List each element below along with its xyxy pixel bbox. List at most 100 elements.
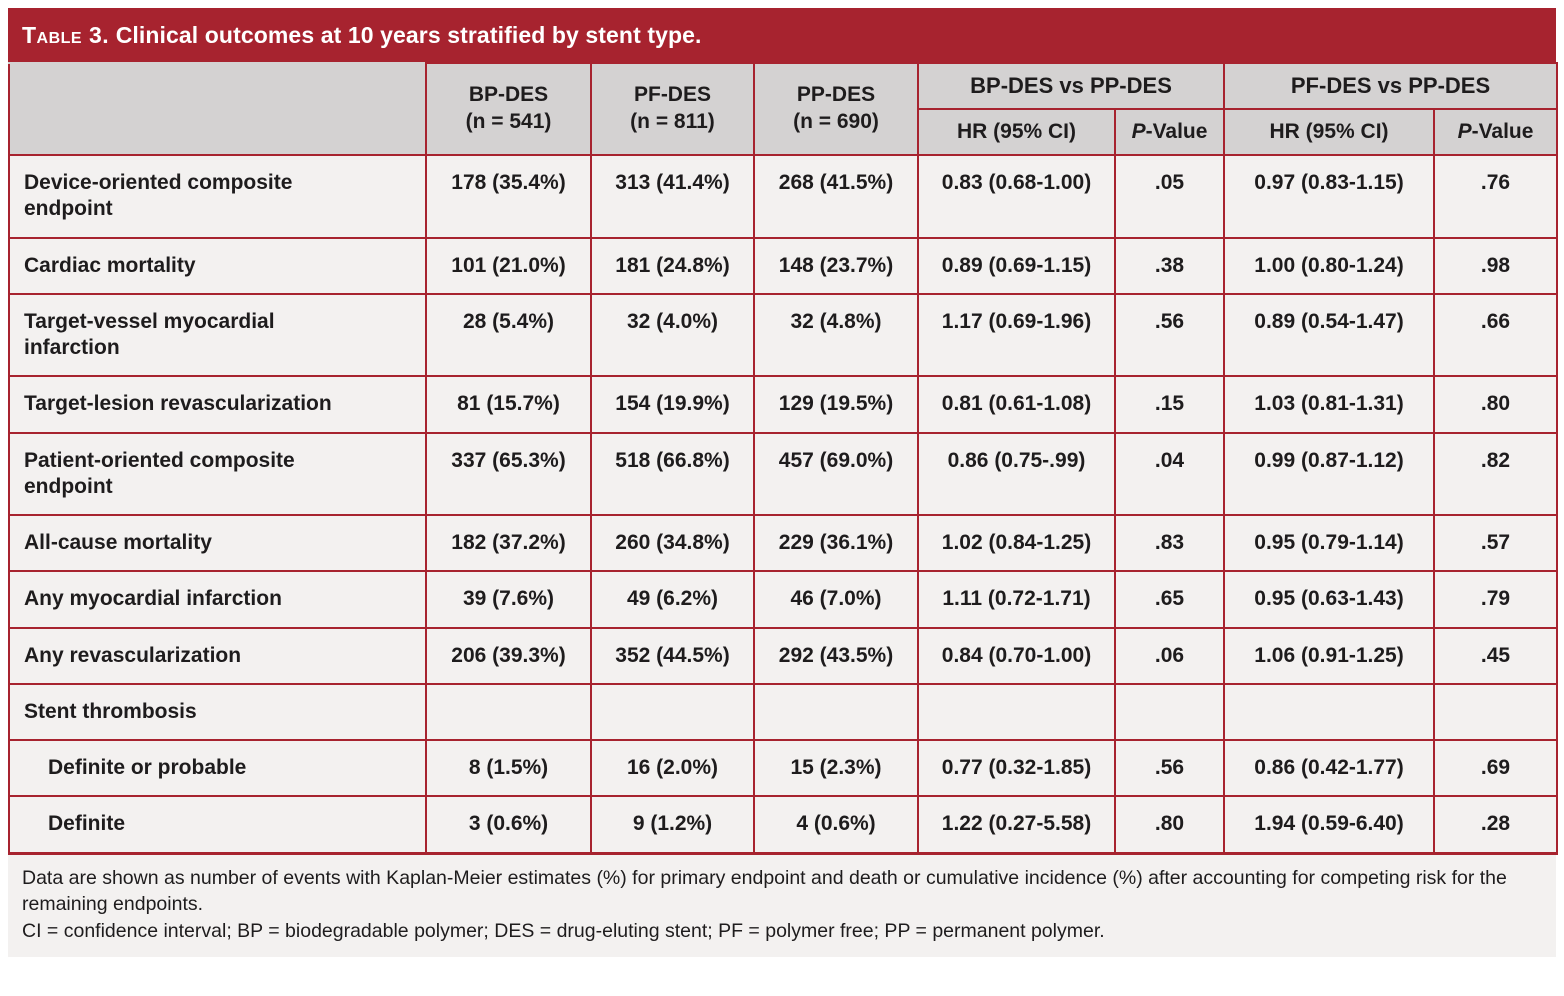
cell-value: .79 (1433, 570, 1559, 629)
cell-value: 0.86 (0.42-1.77) (1223, 738, 1436, 798)
row-label: Stent thrombosis (8, 682, 427, 742)
cell-value: 1.06 (0.91-1.25) (1223, 626, 1436, 685)
cell-value: 101 (21.0%) (425, 236, 592, 295)
cell-value: 39 (7.6%) (425, 570, 592, 629)
column-header-pf-des: PF-DES (n = 811) (590, 62, 755, 156)
row-label: Device-oriented composite endpoint (8, 154, 427, 239)
cell-value: 49 (6.2%) (590, 570, 755, 629)
column-header-n: (n = 541) (465, 110, 552, 133)
table-row: Target-vessel myocardial infarction 28 (5… (8, 292, 1559, 378)
row-label: Definite (8, 795, 427, 854)
cell-value: 0.95 (0.63-1.43) (1223, 570, 1436, 629)
cell-value: 1.94 (0.59-6.40) (1223, 795, 1436, 854)
column-header-label: PP-DES (796, 83, 876, 107)
table-row: Device-oriented composite endpoint 178 (3… (8, 154, 1559, 239)
column-header-label: BP-DES (468, 83, 549, 107)
cell-value: 32 (4.0%) (590, 292, 755, 378)
cell-value: 148 (23.7%) (753, 236, 919, 295)
table-number: Table 3. (22, 22, 110, 48)
cell-value: 313 (41.4%) (590, 154, 755, 239)
row-label: Definite or probable (8, 738, 427, 798)
table-title-bar: Table 3. Clinical outcomes at 10 years s… (8, 8, 1556, 62)
cell-value: 1.00 (0.80-1.24) (1223, 236, 1436, 295)
cell-value: .56 (1113, 738, 1226, 798)
cell-value (917, 682, 1116, 742)
cell-value: 129 (19.5%) (753, 375, 919, 434)
cell-value: 28 (5.4%) (425, 292, 592, 378)
cell-value: .80 (1113, 795, 1226, 854)
cell-value (753, 682, 919, 742)
cell-value: 229 (36.1%) (753, 513, 919, 573)
cell-value: .04 (1113, 431, 1226, 516)
footnote-data-description: Data are shown as number of events with … (22, 866, 1507, 916)
cell-value: 81 (15.7%) (425, 375, 592, 434)
cell-value: .83 (1113, 513, 1226, 573)
cell-value: 181 (24.8%) (590, 236, 755, 295)
cell-value: .65 (1113, 570, 1226, 629)
cell-value: 182 (37.2%) (425, 513, 592, 573)
row-label: Target-lesion revascularization (8, 375, 427, 434)
table-caption: Clinical outcomes at 10 years stratified… (115, 22, 702, 48)
outcomes-table: BP-DES (n = 541) PF-DES (n = 811) PP-DES… (8, 62, 1559, 855)
row-label: Cardiac mortality (8, 236, 427, 295)
column-header-n: (n = 690) (793, 110, 879, 133)
row-label: All-cause mortality (8, 513, 427, 573)
cell-value: .15 (1113, 375, 1226, 434)
cell-value: 268 (41.5%) (753, 154, 919, 239)
cell-value: 178 (35.4%) (425, 154, 592, 239)
cell-value: 32 (4.8%) (753, 292, 919, 378)
cell-value: .98 (1433, 236, 1559, 295)
group-header-bp-vs-pp: BP-DES vs PP-DES (916, 62, 1226, 110)
table-header: BP-DES (n = 541) PF-DES (n = 811) PP-DES… (8, 62, 1559, 156)
cell-value: 206 (39.3%) (425, 626, 592, 685)
cell-value: 0.84 (0.70-1.00) (917, 626, 1116, 685)
cell-value: 9 (1.2%) (590, 795, 755, 854)
column-header-n: (n = 811) (630, 110, 715, 133)
cell-value: .56 (1113, 292, 1226, 378)
cell-value: 1.11 (0.72-1.71) (917, 570, 1116, 629)
cell-value: .82 (1433, 431, 1559, 516)
cell-value: .05 (1113, 154, 1226, 239)
cell-value: .66 (1433, 292, 1559, 378)
cell-value: 3 (0.6%) (425, 795, 592, 854)
table-row: Any myocardial infarction 39 (7.6%) 49 (6.… (8, 570, 1559, 629)
cell-value (1433, 682, 1559, 742)
cell-value: 0.86 (0.75-.99) (917, 431, 1116, 516)
cell-value: 15 (2.3%) (753, 738, 919, 798)
cell-value: 518 (66.8%) (590, 431, 755, 516)
cell-value: 46 (7.0%) (753, 570, 919, 629)
cell-value: 0.97 (0.83-1.15) (1223, 154, 1436, 239)
cell-value: .06 (1113, 626, 1226, 685)
cell-value: .69 (1433, 738, 1559, 798)
table-row: Stent thrombosis (8, 682, 1559, 742)
column-header-label: PF-DES (633, 83, 711, 107)
cell-value: 0.77 (0.32-1.85) (917, 738, 1116, 798)
table-row: Definite 3 (0.6%) 9 (1.2%) 4 (0.6%) 1.22 (0.… (8, 795, 1559, 854)
cell-value: 154 (19.9%) (590, 375, 755, 434)
column-header-bp-des: BP-DES (n = 541) (425, 62, 592, 156)
cell-value (590, 682, 755, 742)
table-body: Device-oriented composite endpoint 178 (3… (8, 154, 1559, 854)
table-row: All-cause mortality 182 (37.2%) 260 (34.8%… (8, 513, 1559, 573)
cell-value: 4 (0.6%) (753, 795, 919, 854)
cell-value: 337 (65.3%) (425, 431, 592, 516)
subheader-hr-2: HR (95% CI) (1223, 108, 1436, 156)
table-row: Patient-oriented composite endpoint 337 (… (8, 431, 1559, 516)
cell-value: .38 (1113, 236, 1226, 295)
cell-value: .76 (1433, 154, 1559, 239)
row-label: Target-vessel myocardial infarction (8, 292, 427, 378)
cell-value: 1.02 (0.84-1.25) (917, 513, 1116, 573)
cell-value: 0.95 (0.79-1.14) (1223, 513, 1436, 573)
cell-value: 1.17 (0.69-1.96) (917, 292, 1116, 378)
cell-value: 8 (1.5%) (425, 738, 592, 798)
table-row: Cardiac mortality 101 (21.0%) 181 (24.8%) 1… (8, 236, 1559, 295)
cell-value: 457 (69.0%) (753, 431, 919, 516)
cell-value: 0.89 (0.54-1.47) (1223, 292, 1436, 378)
cell-value: 0.89 (0.69-1.15) (917, 236, 1116, 295)
cell-value: 352 (44.5%) (590, 626, 755, 685)
subheader-pvalue-1: P-Value (1113, 108, 1226, 156)
group-header-pf-vs-pp: PF-DES vs PP-DES (1223, 62, 1559, 110)
cell-value: 16 (2.0%) (590, 738, 755, 798)
row-label: Any revascularization (8, 626, 427, 685)
